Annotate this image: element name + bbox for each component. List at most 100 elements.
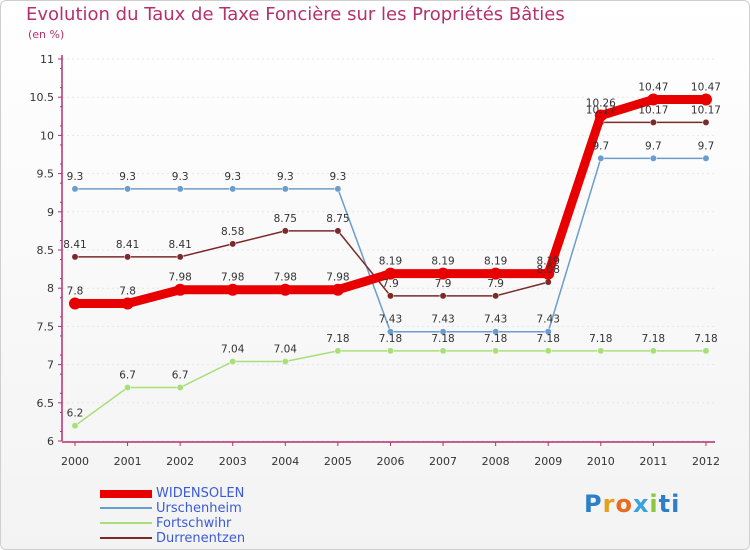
x-tick-label: 2006	[376, 455, 404, 468]
data-label-fortschwihr: 7.18	[694, 333, 717, 345]
logo-letter: i	[649, 490, 659, 518]
data-point-fortschwihr	[229, 358, 237, 365]
data-label-fortschwihr: 7.18	[379, 333, 402, 345]
x-tick-label: 2000	[61, 455, 89, 468]
data-point-fortschwihr	[387, 347, 394, 355]
x-tick-label: 2004	[271, 455, 299, 468]
data-point-urschenheim	[176, 185, 184, 193]
data-label-urschenheim: 9.3	[172, 171, 189, 183]
data-point-widensolen	[279, 283, 292, 296]
data-point-widensolen	[699, 93, 712, 106]
data-point-urschenheim	[229, 185, 237, 193]
data-point-durrenentzen	[387, 292, 394, 300]
y-tick-label: 6	[47, 435, 54, 448]
legend-swatch-urschenheim	[100, 507, 152, 509]
data-point-urschenheim	[702, 154, 710, 162]
data-point-urschenheim	[439, 328, 447, 336]
series-line-fortschwihr	[74, 350, 707, 427]
data-point-fortschwihr	[439, 347, 447, 355]
data-label-durrenentzen: 10.17	[586, 104, 616, 116]
data-label-durrenentzen: 8.08	[537, 264, 560, 276]
data-label-urschenheim: 9.7	[698, 140, 715, 152]
data-label-urschenheim: 9.3	[119, 171, 136, 183]
data-label-urschenheim: 9.3	[224, 171, 241, 183]
data-point-urschenheim	[334, 185, 342, 193]
legend-label-urschenheim: Urschenheim	[156, 501, 242, 516]
data-point-urschenheim	[281, 185, 289, 193]
data-point-fortschwihr	[702, 347, 710, 355]
data-label-urschenheim: 9.7	[645, 140, 662, 152]
data-label-widensolen: 8.19	[431, 256, 454, 268]
data-label-fortschwihr: 7.18	[484, 333, 507, 345]
data-point-durrenentzen	[334, 227, 342, 235]
data-label-fortschwihr: 6.2	[67, 408, 84, 420]
data-point-urschenheim	[544, 328, 552, 336]
y-tick-label: 7	[47, 359, 54, 372]
data-label-durrenentzen: 8.58	[221, 226, 244, 238]
data-point-urschenheim	[649, 154, 657, 162]
data-point-durrenentzen	[176, 253, 184, 261]
data-point-durrenentzen	[124, 253, 132, 261]
data-label-fortschwihr: 7.04	[274, 344, 298, 356]
y-tick-label: 8.5	[37, 244, 55, 257]
data-label-fortschwihr: 7.18	[326, 333, 349, 345]
data-point-urschenheim	[124, 185, 132, 193]
data-label-fortschwihr: 7.04	[221, 344, 245, 356]
y-tick-label: 10.5	[30, 91, 55, 104]
legend-label-fortschwihr: Fortschwihr	[156, 516, 232, 531]
y-tick-label: 7.5	[37, 320, 55, 333]
data-point-widensolen	[594, 109, 607, 122]
x-tick-label: 2008	[482, 455, 510, 468]
data-point-durrenentzen	[702, 118, 710, 126]
x-tick-label: 2010	[587, 455, 615, 468]
y-tick-label: 9	[47, 206, 54, 219]
x-tick-label: 2011	[639, 455, 667, 468]
data-label-widensolen: 7.98	[221, 272, 244, 284]
data-label-widensolen: 10.47	[691, 81, 721, 93]
legend-swatch-fortschwihr	[100, 522, 152, 524]
data-label-urschenheim: 9.7	[592, 140, 609, 152]
y-tick-label: 9.5	[37, 168, 55, 181]
data-label-urschenheim: 7.43	[537, 314, 560, 326]
data-point-fortschwihr	[334, 347, 342, 355]
chart-title: Evolution du Taux de Taxe Foncière sur l…	[26, 4, 565, 25]
data-label-fortschwihr: 6.7	[172, 370, 189, 382]
data-label-widensolen: 8.19	[537, 256, 560, 268]
data-point-widensolen	[437, 267, 450, 280]
data-point-widensolen	[647, 93, 660, 106]
x-tick-label: 2003	[219, 455, 247, 468]
data-label-durrenentzen: 8.75	[274, 213, 297, 225]
data-label-durrenentzen: 8.41	[63, 239, 86, 251]
data-point-fortschwihr	[124, 384, 132, 391]
x-tick-label: 2001	[114, 455, 142, 468]
data-label-urschenheim: 7.43	[379, 314, 402, 326]
data-point-fortschwihr	[597, 347, 605, 355]
data-point-urschenheim	[387, 328, 394, 336]
chart-subtitle: (en %)	[28, 28, 65, 41]
data-point-fortschwihr	[281, 358, 289, 365]
data-label-durrenentzen: 8.41	[116, 239, 139, 251]
data-label-widensolen: 7.98	[326, 272, 349, 284]
data-point-urschenheim	[71, 185, 79, 193]
data-point-widensolen	[121, 297, 134, 310]
data-point-durrenentzen	[544, 278, 552, 286]
data-label-widensolen: 7.8	[67, 285, 84, 297]
legend-swatch-durrenentzen	[100, 537, 152, 539]
data-point-fortschwihr	[71, 422, 79, 430]
data-label-urschenheim: 9.3	[330, 171, 347, 183]
data-label-urschenheim: 9.3	[67, 171, 84, 183]
data-label-fortschwihr: 6.7	[119, 370, 136, 382]
data-point-durrenentzen	[439, 292, 447, 300]
x-tick-label: 2005	[324, 455, 352, 468]
data-label-widensolen: 7.8	[119, 285, 136, 297]
data-point-durrenentzen	[492, 292, 500, 300]
data-label-widensolen: 8.19	[379, 256, 402, 268]
data-point-fortschwihr	[492, 347, 500, 355]
data-label-urschenheim: 7.43	[484, 314, 507, 326]
y-tick-label: 11	[40, 53, 54, 66]
proxiti-logo: Proxiti	[584, 490, 680, 518]
y-tick-label: 10	[40, 129, 54, 142]
data-point-urschenheim	[492, 328, 500, 336]
data-label-widensolen: 7.98	[168, 272, 191, 284]
data-point-fortschwihr	[176, 384, 184, 391]
